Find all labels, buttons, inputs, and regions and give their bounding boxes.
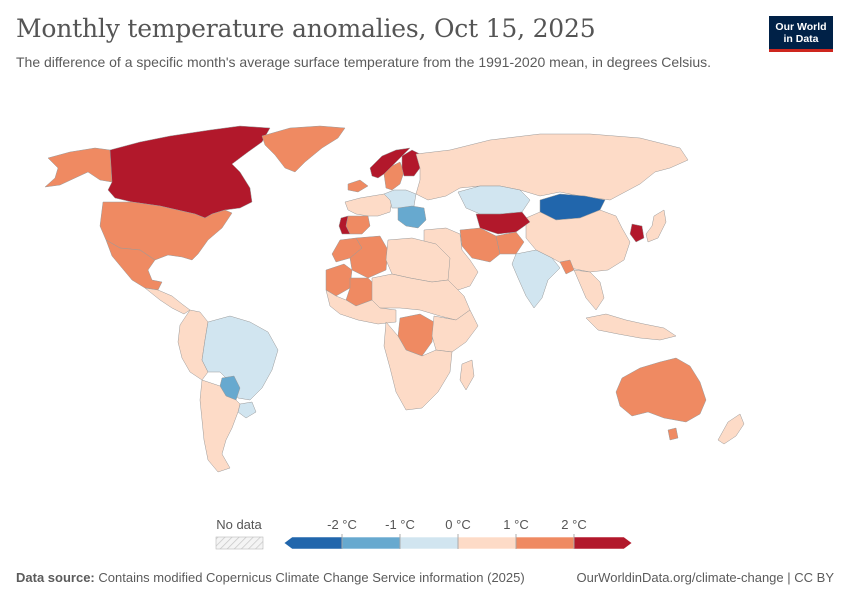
region-iceland[interactable] — [347, 179, 369, 193]
region-tasmania[interactable] — [667, 427, 679, 441]
legend-tick-label: -1 °C — [385, 517, 415, 532]
legend-bin[interactable] — [573, 536, 633, 550]
region-brazil[interactable] — [201, 315, 279, 401]
region-western-south-america[interactable] — [177, 309, 209, 381]
source-url-link[interactable]: OurWorldinData.org/climate-change — [576, 570, 784, 585]
world-map — [44, 125, 745, 473]
chart-title: Monthly temperature anomalies, Oct 15, 2… — [16, 14, 596, 43]
region-australia[interactable] — [615, 357, 707, 423]
region-korea[interactable] — [629, 223, 645, 243]
region-mauritania[interactable] — [325, 263, 353, 297]
region-balkans[interactable] — [397, 205, 427, 229]
chart-subtitle: The difference of a specific month's ave… — [16, 54, 712, 70]
region-mexico[interactable] — [105, 239, 163, 291]
region-new-zealand[interactable] — [717, 413, 745, 445]
region-central-asia[interactable] — [475, 211, 531, 235]
legend-tick-label: 1 °C — [503, 517, 528, 532]
logo-line-2: in Data — [783, 33, 819, 45]
footer-source: Data source: Contains modified Copernicu… — [16, 570, 525, 585]
region-kazakhstan[interactable] — [457, 185, 531, 215]
legend-tick-label: 2 °C — [561, 517, 586, 532]
license-link[interactable]: CC BY — [794, 570, 834, 585]
region-portugal[interactable] — [338, 215, 351, 235]
legend-tick-label: -2 °C — [327, 517, 357, 532]
region-afghanistan[interactable] — [495, 231, 525, 255]
region-central-europe[interactable] — [383, 189, 417, 209]
footer-attribution: OurWorldinData.org/climate-change | CC B… — [576, 570, 834, 585]
source-label: Data source: — [16, 570, 95, 585]
region-western-europe[interactable] — [344, 193, 393, 217]
legend-no-data-swatch[interactable] — [215, 536, 264, 550]
region-uruguay[interactable] — [237, 401, 257, 419]
legend-bin[interactable] — [341, 536, 401, 550]
region-canada[interactable] — [107, 125, 271, 219]
legend-bin[interactable] — [515, 536, 575, 550]
region-japan[interactable] — [645, 209, 667, 243]
region-argentina-chile[interactable] — [199, 379, 241, 473]
region-west-africa[interactable] — [325, 289, 397, 325]
region-russia[interactable] — [415, 133, 689, 201]
region-madagascar[interactable] — [459, 359, 475, 391]
legend: No data -2 °C -1 °C 0 °C 1 °C 2 °C — [215, 517, 633, 550]
legend-tick-label: 0 °C — [445, 517, 470, 532]
region-india[interactable] — [511, 249, 561, 309]
region-finland[interactable] — [401, 149, 421, 177]
logo-line-1: Our World — [775, 21, 827, 33]
owid-logo[interactable]: Our World in Data — [769, 16, 833, 52]
region-southeast-asia[interactable] — [573, 269, 605, 311]
region-norway[interactable] — [369, 147, 411, 179]
region-sweden[interactable] — [383, 161, 405, 191]
legend-bin[interactable] — [283, 536, 343, 550]
region-central-america[interactable] — [144, 287, 191, 315]
source-text: Contains modified Copernicus Climate Cha… — [98, 570, 525, 585]
legend-bin[interactable] — [457, 536, 517, 550]
legend-no-data-label: No data — [216, 517, 262, 532]
region-greenland[interactable] — [261, 125, 346, 173]
region-spain[interactable] — [345, 215, 371, 235]
region-alaska[interactable] — [44, 147, 113, 188]
region-southern-africa[interactable] — [383, 321, 453, 411]
region-indonesia[interactable] — [585, 313, 677, 341]
region-iran[interactable] — [459, 227, 501, 263]
region-east-africa[interactable] — [431, 309, 479, 353]
legend-bin[interactable] — [399, 536, 459, 550]
